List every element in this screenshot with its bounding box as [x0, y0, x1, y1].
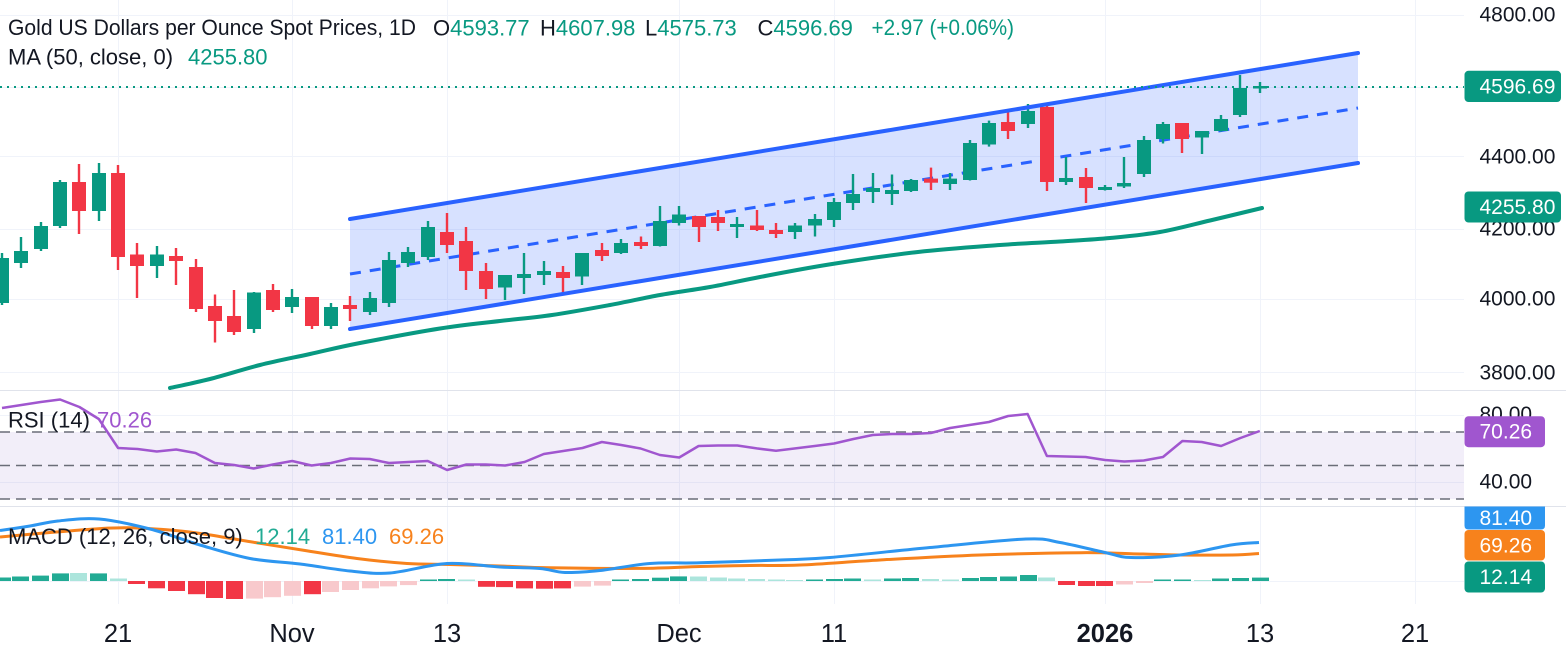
svg-text:11: 11	[821, 620, 847, 648]
svg-text:69.26: 69.26	[1480, 534, 1533, 557]
svg-text:4596.69: 4596.69	[1480, 75, 1556, 98]
svg-text:Nov: Nov	[269, 620, 315, 648]
svg-text:40.00: 40.00	[1480, 471, 1533, 494]
svg-text:3800.00: 3800.00	[1480, 362, 1556, 385]
svg-text:81.40: 81.40	[322, 524, 377, 549]
svg-text:4255.80: 4255.80	[1480, 196, 1556, 219]
svg-text:C4596.69: C4596.69	[758, 15, 853, 40]
svg-text:4800.00: 4800.00	[1480, 4, 1556, 27]
svg-text:70.26: 70.26	[1480, 421, 1533, 444]
svg-text:O4593.77: O4593.77	[433, 15, 530, 40]
svg-text:4255.80: 4255.80	[188, 45, 268, 70]
svg-text:70.26: 70.26	[97, 408, 152, 433]
svg-text:H4607.98: H4607.98	[540, 15, 635, 40]
svg-text:4200.00: 4200.00	[1480, 218, 1556, 241]
svg-text:21: 21	[1401, 620, 1429, 648]
svg-text:69.26: 69.26	[389, 524, 444, 549]
svg-text:MACD (12, 26, close, 9): MACD (12, 26, close, 9)	[8, 524, 243, 549]
svg-text:4000.00: 4000.00	[1480, 288, 1556, 311]
svg-text:12.14: 12.14	[1480, 566, 1533, 589]
svg-text:L4575.73: L4575.73	[645, 15, 737, 40]
svg-text:13: 13	[1246, 620, 1274, 648]
svg-text:21: 21	[104, 620, 132, 648]
svg-text:MA (50, close, 0): MA (50, close, 0)	[8, 45, 173, 70]
svg-text:13: 13	[433, 620, 461, 648]
svg-text:81.40: 81.40	[1480, 507, 1533, 530]
svg-text:4400.00: 4400.00	[1480, 146, 1556, 169]
svg-text:RSI (14): RSI (14)	[8, 408, 90, 433]
svg-text:Dec: Dec	[656, 620, 702, 648]
svg-text:2026: 2026	[1077, 620, 1134, 648]
svg-text:+2.97 (+0.06%): +2.97 (+0.06%)	[872, 15, 1015, 40]
svg-text:12.14: 12.14	[255, 524, 310, 549]
svg-text:Gold US Dollars per Ounce Spot: Gold US Dollars per Ounce Spot Prices, 1…	[8, 15, 416, 40]
